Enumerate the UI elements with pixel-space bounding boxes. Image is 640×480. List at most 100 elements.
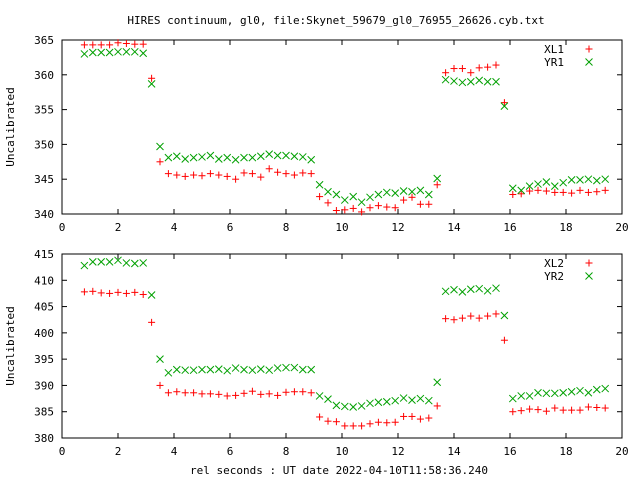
x-axis-label: rel seconds : UT date 2022-04-10T11:58:3… <box>190 464 488 477</box>
data-point <box>492 77 500 86</box>
data-point <box>416 394 425 403</box>
x-tick-label: 14 <box>447 221 461 234</box>
data-point <box>542 407 550 415</box>
x-tick-label: 2 <box>115 445 122 458</box>
data-point <box>366 193 374 202</box>
data-point <box>534 180 542 188</box>
data-point <box>156 142 164 151</box>
data-point <box>299 169 307 177</box>
data-point <box>534 186 542 194</box>
data-point <box>366 399 374 408</box>
data-point <box>400 412 408 420</box>
data-point <box>148 318 156 326</box>
data-point <box>425 200 433 208</box>
data-point <box>584 403 592 411</box>
data-point <box>122 289 130 297</box>
data-point <box>223 366 232 375</box>
data-point <box>433 378 442 387</box>
data-point <box>248 387 256 395</box>
data-point <box>416 186 425 195</box>
data-point <box>567 387 576 396</box>
data-point <box>416 200 424 208</box>
y-tick-label: 360 <box>34 69 54 82</box>
data-point <box>181 155 190 163</box>
data-point <box>172 365 181 374</box>
data-point <box>206 170 214 178</box>
data-point <box>349 422 357 430</box>
data-point <box>400 196 408 204</box>
legend-marker <box>585 272 593 280</box>
data-point <box>492 310 500 318</box>
legend-label: YR2 <box>544 270 564 283</box>
data-point <box>232 175 240 183</box>
data-point <box>80 50 89 58</box>
data-point <box>148 74 156 82</box>
data-point <box>290 363 299 372</box>
legend-marker <box>585 259 593 267</box>
data-point <box>366 420 374 428</box>
data-point <box>341 422 349 430</box>
data-point <box>282 151 290 160</box>
y-tick-label: 405 <box>34 301 54 314</box>
data-point <box>357 402 366 410</box>
data-point <box>601 384 610 393</box>
data-point <box>206 151 215 160</box>
data-point <box>316 193 324 201</box>
data-point <box>382 397 391 406</box>
data-point <box>256 152 265 161</box>
data-point <box>114 256 122 265</box>
data-point <box>131 288 139 296</box>
data-point <box>567 176 576 184</box>
chart-title: HIRES continuum, gl0, file:Skynet_59679_… <box>127 14 544 27</box>
y-tick-label: 385 <box>34 406 54 419</box>
data-point <box>324 199 332 207</box>
data-point <box>391 396 400 405</box>
data-point <box>399 394 408 402</box>
data-point <box>550 182 559 191</box>
data-point <box>282 363 290 372</box>
data-point <box>500 336 508 344</box>
data-point <box>458 287 467 296</box>
y-tick-label: 380 <box>34 432 54 445</box>
x-tick-label: 10 <box>335 221 348 234</box>
data-point <box>324 417 332 425</box>
data-point <box>316 413 324 421</box>
data-point <box>139 40 147 48</box>
data-point <box>131 40 139 48</box>
y-tick-label: 410 <box>34 274 54 287</box>
data-point <box>172 152 181 161</box>
data-point <box>601 175 610 184</box>
data-point <box>89 41 97 49</box>
data-point <box>408 412 416 420</box>
data-point <box>181 366 190 375</box>
legend-label: XL2 <box>544 257 564 270</box>
data-point <box>231 364 240 372</box>
data-point <box>273 151 282 160</box>
data-point <box>265 366 274 375</box>
data-point <box>223 172 231 180</box>
data-point <box>156 355 164 363</box>
data-point <box>534 406 542 414</box>
data-point <box>240 169 248 177</box>
data-point <box>559 388 568 397</box>
data-point <box>458 314 466 322</box>
y-tick-label: 400 <box>34 327 54 340</box>
data-point <box>307 155 316 164</box>
data-point <box>500 102 509 110</box>
data-point <box>147 79 156 88</box>
data-point <box>383 419 391 427</box>
data-point <box>601 404 609 412</box>
data-point <box>382 188 391 197</box>
x-tick-label: 20 <box>615 221 628 234</box>
data-point <box>542 389 551 398</box>
data-point <box>534 388 542 397</box>
y-tick-label: 345 <box>34 173 54 186</box>
data-point <box>542 187 550 195</box>
y-tick-label: 390 <box>34 379 54 392</box>
y-tick-label: 395 <box>34 353 54 366</box>
data-point <box>374 398 383 407</box>
data-point <box>475 314 483 322</box>
data-point <box>298 365 307 374</box>
data-point <box>265 165 273 173</box>
